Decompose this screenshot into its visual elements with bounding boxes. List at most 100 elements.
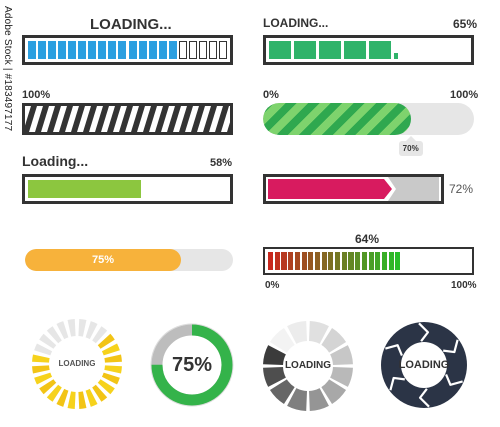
dark-stripe: [125, 106, 139, 132]
yellow-ring-segment: [56, 321, 69, 340]
blue-segment: [128, 41, 137, 59]
magenta-arrow-shapes: [268, 177, 439, 201]
gradient-bar: [361, 252, 367, 270]
dark-stripe: [89, 106, 103, 132]
orange-pill-track: 75%: [25, 249, 233, 271]
blue-loading-label: LOADING...: [90, 16, 172, 33]
blue-segment: [218, 41, 227, 59]
dark-stripe: [221, 106, 230, 132]
yellow-ring-segment: [104, 365, 122, 374]
gradient-bars-end-label: 100%: [451, 280, 477, 291]
striped-green-end-label: 100%: [450, 89, 479, 101]
green-block: [394, 53, 399, 59]
blue-segment: [198, 41, 207, 59]
yellow-ring-segment: [32, 365, 50, 374]
yellow-ring-segment: [101, 372, 120, 385]
yellow-ring-segment: [39, 333, 57, 349]
blue-segment: [38, 41, 47, 59]
stock-id-strip: Adobe Stock | #183497177: [0, 0, 16, 427]
green-blocks-label: LOADING...: [263, 16, 329, 30]
navy-ring-hole: [401, 342, 447, 388]
magenta-percent: 72%: [449, 182, 474, 196]
gray-ring-label: LOADING: [284, 360, 332, 371]
gradient-bar: [375, 252, 381, 270]
blue-segment: [68, 41, 77, 59]
dark-stripe: [161, 106, 175, 132]
gradient-bar: [388, 252, 394, 270]
gradient-bar: [368, 252, 374, 270]
gradient-bars-start-label: 0%: [265, 280, 280, 291]
yellow-ring-segment: [101, 343, 120, 356]
green-blocks: [269, 41, 468, 59]
dark-stripe: [209, 106, 223, 132]
green-blocks-percent: 65%: [453, 17, 478, 31]
gradient-bar: [328, 252, 334, 270]
green-block: [369, 41, 391, 59]
blue-segment: [88, 41, 97, 59]
gradient-bar: [321, 252, 327, 270]
navy-ring-arrow: [443, 339, 459, 354]
gradient-bar: [381, 252, 388, 270]
yellow-ring-segment: [92, 326, 108, 344]
green-block: [319, 41, 341, 59]
orange-pill-fill: 75%: [25, 249, 181, 271]
green-block: [269, 41, 291, 59]
yellow-ring-segment: [46, 384, 62, 402]
gradient-bar: [341, 252, 347, 270]
dark-stripe: [149, 106, 163, 132]
blue-segment: [58, 41, 67, 59]
green-progress-ring: [150, 323, 234, 407]
dark-stripe: [173, 106, 187, 132]
dark-stripe: [29, 106, 43, 132]
yellow-ring-segment: [32, 354, 50, 363]
gray-ring-segment: [330, 345, 353, 366]
dark-stripe: [197, 106, 211, 132]
blue-segment: [168, 41, 177, 59]
navy-ring-arrow: [418, 388, 430, 408]
yellow-ring-segment: [85, 321, 98, 340]
yellow-ring-segment: [46, 326, 62, 344]
striped-dark-label: 100%: [22, 89, 51, 101]
green-plain-fill: [28, 180, 141, 198]
orange-pill-percent: 75%: [91, 254, 115, 266]
gray-ring-segment: [321, 379, 347, 405]
blue-segment: [178, 41, 187, 59]
gradient-bar: [395, 252, 401, 270]
yellow-ring-segment: [67, 319, 76, 337]
striped-green-start-label: 0%: [263, 89, 279, 101]
blue-segment: [28, 41, 37, 59]
yellow-ring-segment: [97, 379, 115, 395]
dark-stripe: [113, 106, 127, 132]
blue-segment: [48, 41, 57, 59]
dark-stripes: [25, 106, 230, 132]
blue-segment: [138, 41, 147, 59]
navy-ring-arrow: [445, 374, 463, 386]
magenta-fill: [268, 179, 392, 199]
gradient-bars: [268, 252, 469, 270]
dark-stripe: [77, 106, 91, 132]
dark-stripe: [101, 106, 115, 132]
blue-segment: [118, 41, 127, 59]
blue-segment: [148, 41, 157, 59]
striped-green-value-tag: 70%: [398, 136, 423, 156]
gray-ring-segment: [263, 345, 286, 366]
yellow-ring-segment: [34, 343, 53, 356]
green-ring-outer: [150, 323, 234, 407]
stock-id-text: Adobe Stock | #183497177: [2, 6, 13, 132]
gradient-bar: [335, 252, 341, 270]
yellow-ring-segment: [92, 384, 108, 402]
blue-segmented-bar: [22, 35, 233, 65]
gray-ring-segment: [287, 388, 308, 411]
navy-ring-arrow: [385, 344, 403, 356]
gray-ring-segment: [263, 366, 286, 387]
dark-stripe: [137, 106, 151, 132]
gray-ring-segment: [321, 327, 347, 353]
gradient-bar: [348, 252, 354, 270]
green-block: [344, 41, 366, 59]
striped-green-value-text: 70%: [402, 144, 419, 153]
green-blocks-bar: [263, 35, 474, 65]
gradient-bars-percent: 64%: [355, 232, 380, 246]
gradient-bar: [274, 252, 280, 270]
magenta-arrow-bar: [263, 174, 444, 204]
gradient-bar: [314, 252, 321, 270]
